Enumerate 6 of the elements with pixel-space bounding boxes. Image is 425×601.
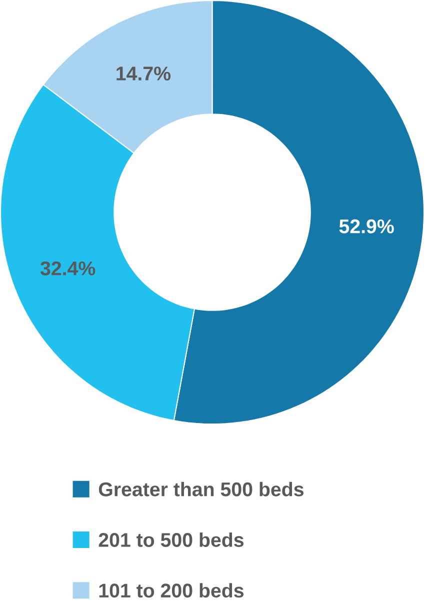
legend-label: 201 to 500 beds (99, 532, 244, 547)
legend-label: Greater than 500 beds (99, 482, 304, 496)
data-label: 32.4% (40, 261, 96, 276)
data-label: 52.9% (340, 219, 394, 234)
data-label: 14.7% (116, 66, 171, 80)
legend-label: 101 to 200 beds (100, 583, 244, 598)
